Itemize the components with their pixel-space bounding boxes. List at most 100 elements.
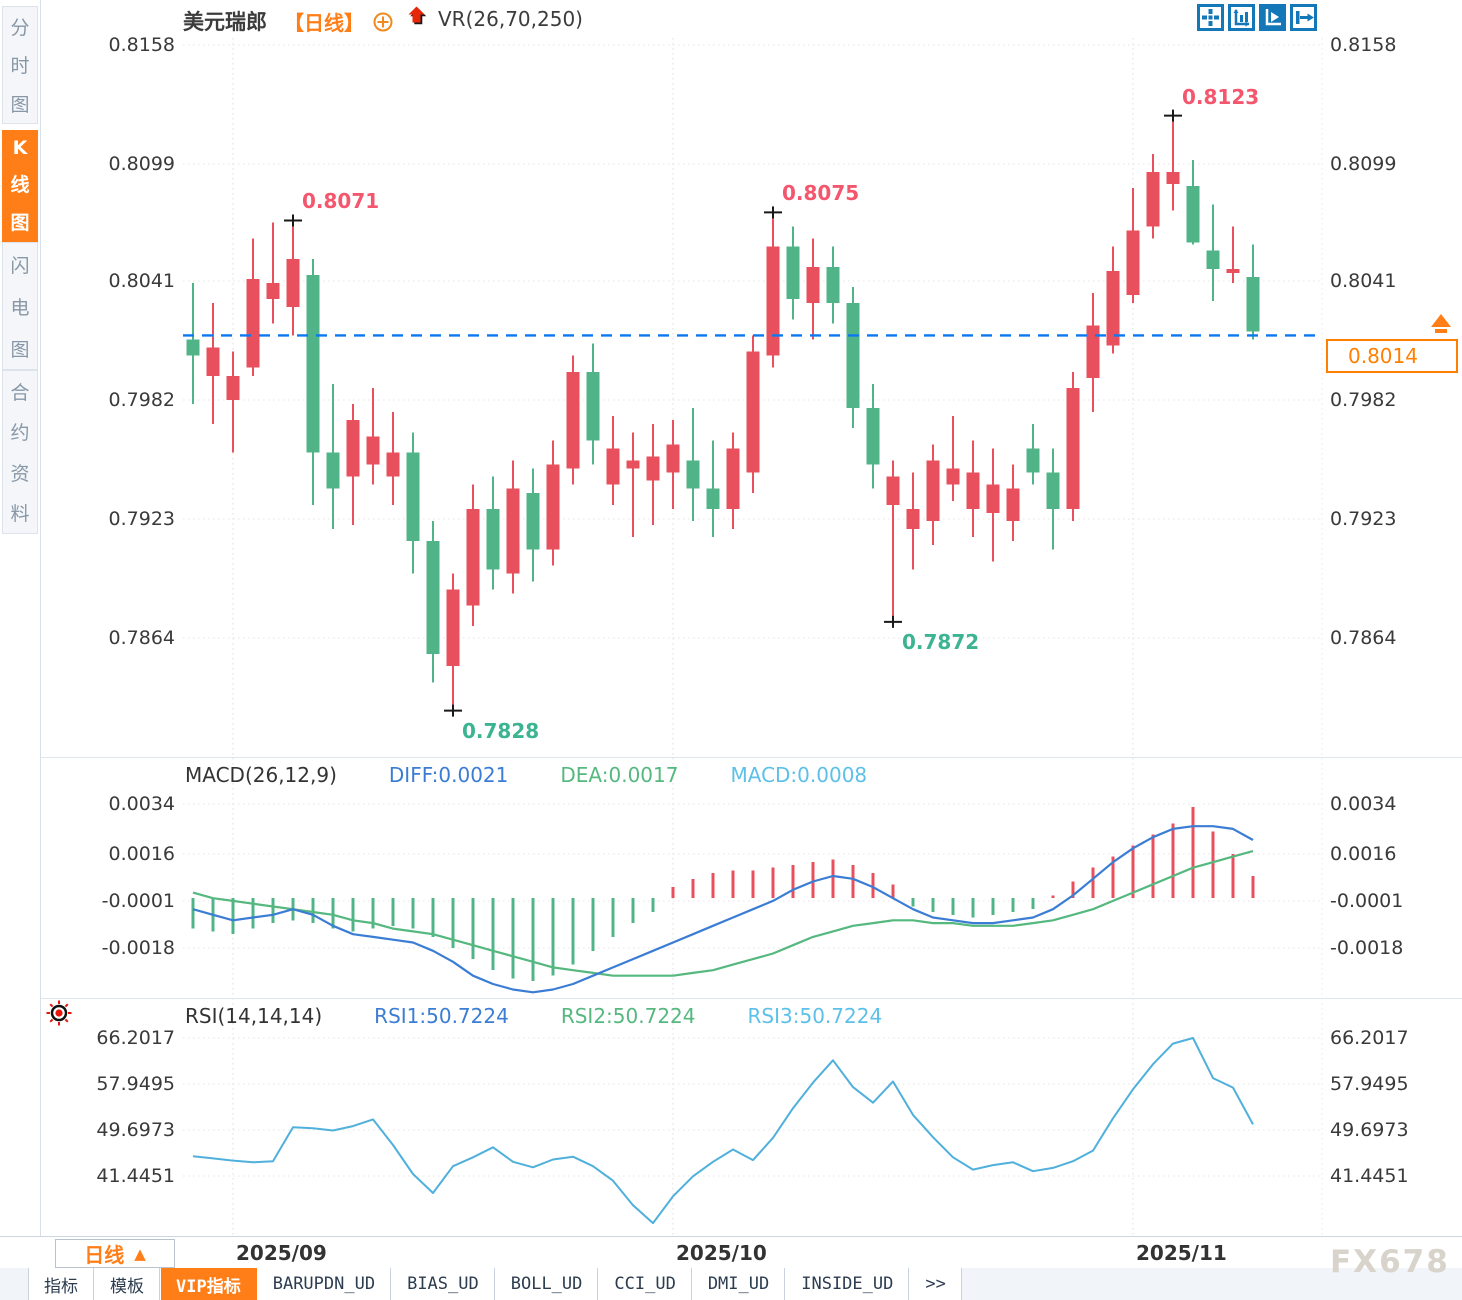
indicator-readout: MACD:0.0008 xyxy=(730,763,868,787)
month-label: 2025/09 xyxy=(236,1241,327,1265)
hot-indicator-icon[interactable] xyxy=(46,1000,72,1026)
rsi-title: RSI(14,14,14) xyxy=(185,1004,323,1028)
y-axis-label: 66.2017 xyxy=(96,1027,175,1049)
sidebar-tab-char: 资 xyxy=(10,462,30,485)
y-axis-label: 49.6973 xyxy=(1330,1119,1409,1141)
price-annotation: 0.8075 xyxy=(782,181,860,206)
y-axis-label: 0.8158 xyxy=(1330,34,1397,56)
candle-body xyxy=(946,468,960,485)
vr-indicator-label: VR(26,70,250) xyxy=(438,7,583,31)
candle-body xyxy=(846,303,860,409)
red-up-arrow-icon xyxy=(408,6,427,25)
sidebar-tab-1[interactable]: 分时图 xyxy=(2,6,38,124)
axis-play-icon[interactable] xyxy=(1259,4,1286,31)
bottom-tab-barupdn_ud[interactable]: BARUPDN_UD xyxy=(256,1268,392,1300)
y-axis-label: 0.7864 xyxy=(108,627,175,649)
candle-body xyxy=(886,476,900,505)
candle-body xyxy=(606,448,620,485)
y-axis-label: 0.7923 xyxy=(1330,507,1397,530)
latest-price-arrow-icon[interactable] xyxy=(1424,312,1458,338)
sidebar-tab-char: 线 xyxy=(10,173,30,196)
candle-body xyxy=(686,460,700,489)
candle-body xyxy=(1226,268,1240,273)
macd-readouts: DIFF:0.0021 DEA:0.0017 MACD:0.0008 xyxy=(363,763,893,787)
candle-body xyxy=(1046,472,1060,509)
candle-body xyxy=(546,464,560,550)
bottom-tab-cci_ud[interactable]: CCI_UD xyxy=(598,1268,692,1300)
candle-body xyxy=(466,508,480,606)
sidebar-tab-3[interactable]: 闪电图 xyxy=(2,242,38,370)
bottom-tab-boll_ud[interactable]: BOLL_UD xyxy=(494,1268,599,1300)
panel-divider xyxy=(40,757,1462,758)
bottom-tab-[interactable]: 模板 xyxy=(94,1268,160,1300)
candle-body xyxy=(1086,325,1100,378)
candle-body xyxy=(426,541,440,655)
candle-body xyxy=(786,246,800,300)
candle-body xyxy=(666,444,680,473)
y-axis-label: 0.0034 xyxy=(1330,793,1397,815)
bottom-tab-[interactable]: 指标 xyxy=(28,1268,94,1300)
candle-body xyxy=(586,371,600,441)
sidebar-tab-char: 图 xyxy=(10,212,30,235)
indicator-readout: RSI2:50.7224 xyxy=(560,1004,696,1028)
price-annotation: 0.8071 xyxy=(302,189,380,214)
sidebar-tab-char: 图 xyxy=(10,338,30,361)
candle-body xyxy=(966,472,980,509)
rsi-header: RSI(14,14,14) RSI1:50.7224 RSI2:50.7224 RSI… xyxy=(185,1004,934,1028)
y-axis-label: 0.7864 xyxy=(1330,627,1397,649)
rsi-readouts: RSI1:50.7224 RSI2:50.7224 RSI3:50.7224 xyxy=(348,1004,908,1028)
y-axis-label: 0.7923 xyxy=(108,507,175,530)
price-annotation: 0.7872 xyxy=(902,629,980,654)
bottom-tab-[interactable]: >> xyxy=(909,1268,962,1300)
y-axis-label: 66.2017 xyxy=(1330,1027,1409,1049)
candle-body xyxy=(1026,448,1040,473)
triangle-up-icon: ▲ xyxy=(134,1244,146,1263)
candle-body xyxy=(366,436,380,465)
candle-body xyxy=(326,452,340,489)
bottom-tab-inside_ud[interactable]: INSIDE_UD xyxy=(785,1268,910,1300)
pane-exit-icon[interactable] xyxy=(1290,4,1317,31)
candle-body xyxy=(1146,172,1160,227)
y-axis-label: 0.8099 xyxy=(108,153,175,175)
indicator-readout: DEA:0.0017 xyxy=(560,763,679,787)
dea-line xyxy=(192,850,1254,977)
axis-range-icon[interactable] xyxy=(1228,4,1255,31)
price-annotation: 0.8123 xyxy=(1182,84,1260,109)
bottom-tab-bias_ud[interactable]: BIAS_UD xyxy=(391,1268,495,1300)
candle-body xyxy=(406,452,420,542)
circle-plus-icon[interactable] xyxy=(372,11,394,33)
period-selector-label: 日线 xyxy=(84,1243,125,1267)
candle-body xyxy=(1106,270,1120,346)
y-axis-label: 0.0016 xyxy=(1330,842,1397,865)
y-axis-label: 0.0034 xyxy=(108,793,175,815)
move-crosshair-icon[interactable] xyxy=(1197,4,1224,31)
y-axis-label: 57.9495 xyxy=(1330,1073,1409,1095)
candle-body xyxy=(526,492,540,550)
candle-body xyxy=(1186,186,1200,243)
bottom-tab-vip[interactable]: VIP指标 xyxy=(160,1268,257,1300)
candle-body xyxy=(906,508,920,530)
candle-body xyxy=(626,460,640,469)
candle-body xyxy=(186,339,200,356)
bottom-tab-dmi_ud[interactable]: DMI_UD xyxy=(691,1268,786,1300)
candle-body xyxy=(926,460,940,522)
panel-divider xyxy=(40,998,1462,999)
y-axis-label: -0.0018 xyxy=(1330,937,1404,959)
candle-body xyxy=(346,420,360,477)
candle-body xyxy=(1006,488,1020,522)
candle-body xyxy=(566,371,580,469)
diff-line xyxy=(192,825,1254,994)
candle-body xyxy=(286,258,300,308)
period-selector[interactable]: 日线 ▲ xyxy=(55,1239,175,1268)
sidebar-tab-char: 料 xyxy=(10,503,30,526)
sidebar-tab-4[interactable]: 合约资料 xyxy=(2,370,38,534)
candle-body xyxy=(206,347,220,376)
y-axis-label: 49.6973 xyxy=(96,1119,175,1141)
current-price-box: 0.8014 xyxy=(1326,339,1458,373)
candle-body xyxy=(446,589,460,667)
y-axis-label: -0.0018 xyxy=(101,937,175,959)
sidebar-tab-char: 分 xyxy=(10,16,30,39)
